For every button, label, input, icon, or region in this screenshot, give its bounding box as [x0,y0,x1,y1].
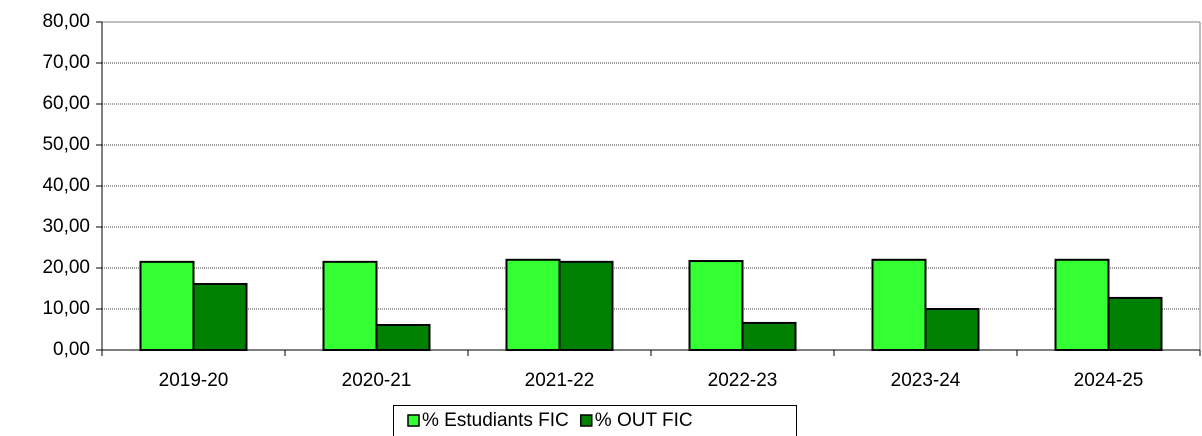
bar [505,258,561,351]
bar [322,260,378,352]
bar [139,260,195,352]
legend-label: % OUT FIC [595,410,693,431]
x-tick-label: 2019-20 [159,370,229,391]
legend-label: % Estudiants FIC [422,410,569,431]
y-tick-label: 40,00 [42,175,90,196]
bar [741,321,797,352]
y-tick-label: 70,00 [42,52,90,73]
y-tick-label: 0,00 [53,339,90,360]
bar [375,323,431,351]
legend-swatch [407,414,420,427]
y-tick-label: 80,00 [42,11,90,32]
legend-swatch [580,414,593,427]
bar [558,260,614,352]
bar [924,308,980,351]
y-tick-label: 10,00 [42,298,90,319]
bar [688,260,744,351]
y-tick-label: 60,00 [42,93,90,114]
x-tick-label: 2024-25 [1074,370,1144,391]
x-tick-label: 2020-21 [342,370,412,391]
bar [871,258,927,351]
bar [1054,258,1110,351]
x-tick-label: 2023-24 [891,370,961,391]
x-tick-label: 2022-23 [708,370,778,391]
y-tick-label: 50,00 [42,134,90,155]
bar [192,282,248,351]
y-tick-label: 30,00 [42,216,90,237]
y-tick-label: 20,00 [42,257,90,278]
legend-box [393,405,797,436]
x-tick-label: 2021-22 [525,370,595,391]
bar [1107,296,1163,351]
